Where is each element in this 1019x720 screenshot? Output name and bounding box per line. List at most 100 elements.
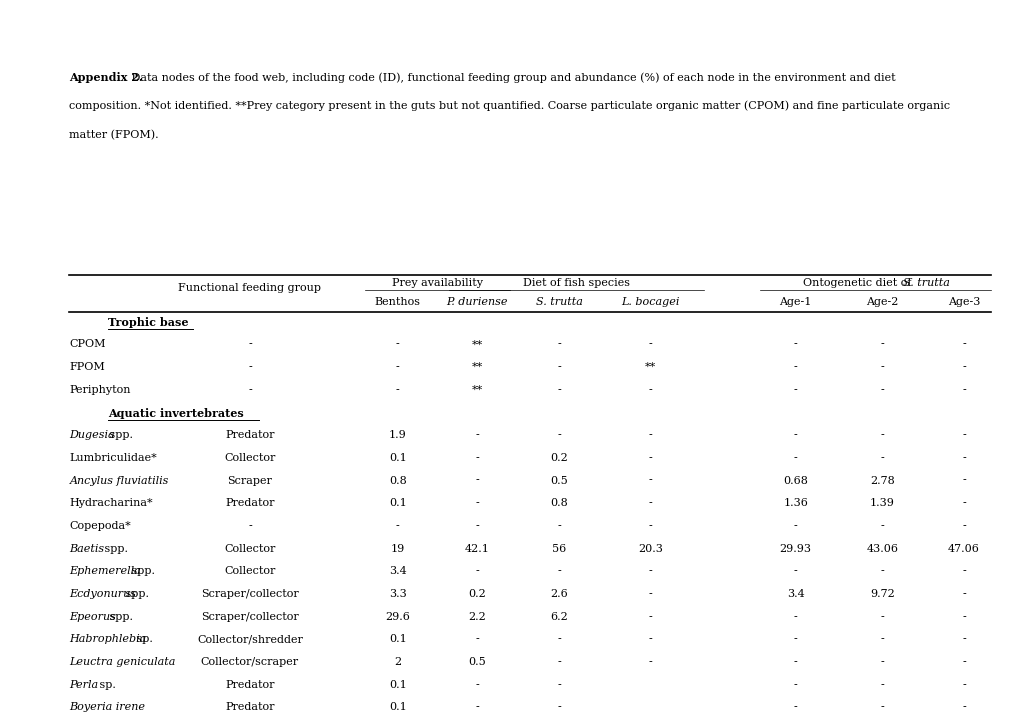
Text: -: - (648, 475, 652, 485)
Text: Habrophlebia: Habrophlebia (69, 634, 147, 644)
Text: -: - (879, 430, 883, 440)
Text: 0.1: 0.1 (388, 680, 407, 690)
Text: Hydracharina*: Hydracharina* (69, 498, 153, 508)
Text: 0.1: 0.1 (388, 498, 407, 508)
Text: 9.72: 9.72 (869, 589, 894, 599)
Text: -: - (475, 680, 479, 690)
Text: Predator: Predator (225, 430, 274, 440)
Text: 29.93: 29.93 (779, 544, 811, 554)
Text: -: - (961, 384, 965, 395)
Text: -: - (961, 362, 965, 372)
Text: -: - (248, 340, 252, 349)
Text: 3.3: 3.3 (388, 589, 407, 599)
Text: Scraper/collector: Scraper/collector (201, 589, 299, 599)
Text: Collector/shredder: Collector/shredder (197, 634, 303, 644)
Text: 2.6: 2.6 (549, 589, 568, 599)
Text: -: - (248, 384, 252, 395)
Text: 1.9: 1.9 (388, 430, 407, 440)
Text: 0.5: 0.5 (468, 657, 486, 667)
Text: -: - (961, 589, 965, 599)
Text: Leuctra geniculata: Leuctra geniculata (69, 657, 175, 667)
Text: -: - (793, 611, 797, 621)
Text: -: - (961, 430, 965, 440)
Text: -: - (793, 384, 797, 395)
Text: Lumbriculidae*: Lumbriculidae* (69, 453, 157, 463)
Text: -: - (648, 566, 652, 576)
Text: -: - (648, 498, 652, 508)
Text: -: - (961, 340, 965, 349)
Text: -: - (395, 384, 399, 395)
Text: Trophic base: Trophic base (108, 317, 189, 328)
Text: Collector: Collector (224, 453, 275, 463)
Text: Perla: Perla (69, 680, 99, 690)
Text: sp.: sp. (96, 680, 115, 690)
Text: **: ** (471, 362, 483, 372)
Text: -: - (961, 634, 965, 644)
Text: Boyeria irene: Boyeria irene (69, 702, 146, 712)
Text: 3.4: 3.4 (786, 589, 804, 599)
Text: Predator: Predator (225, 498, 274, 508)
Text: composition. *Not identified. **Prey category present in the guts but not quanti: composition. *Not identified. **Prey cat… (69, 101, 950, 112)
Text: spp.: spp. (127, 566, 155, 576)
Text: P. duriense: P. duriense (446, 297, 507, 307)
Text: -: - (961, 702, 965, 712)
Text: FPOM: FPOM (69, 362, 105, 372)
Text: spp.: spp. (106, 430, 133, 440)
Text: Age-1: Age-1 (779, 297, 811, 307)
Text: -: - (879, 657, 883, 667)
Text: 1.36: 1.36 (783, 498, 807, 508)
Text: -: - (648, 340, 652, 349)
Text: 3.4: 3.4 (388, 566, 407, 576)
Text: -: - (556, 430, 560, 440)
Text: -: - (648, 521, 652, 531)
Text: -: - (556, 362, 560, 372)
Text: Predator: Predator (225, 680, 274, 690)
Text: 0.5: 0.5 (549, 475, 568, 485)
Text: -: - (961, 453, 965, 463)
Text: -: - (879, 384, 883, 395)
Text: -: - (648, 430, 652, 440)
Text: 1.39: 1.39 (869, 498, 894, 508)
Text: -: - (248, 521, 252, 531)
Text: Copepoda*: Copepoda* (69, 521, 131, 531)
Text: -: - (793, 362, 797, 372)
Text: Ephemerella: Ephemerella (69, 566, 141, 576)
Text: 2.78: 2.78 (869, 475, 894, 485)
Text: 2: 2 (394, 657, 400, 667)
Text: Ontogenetic diet of: Ontogenetic diet of (803, 278, 915, 288)
Text: -: - (961, 521, 965, 531)
Text: -: - (475, 498, 479, 508)
Text: CPOM: CPOM (69, 340, 106, 349)
Text: L. bocagei: L. bocagei (621, 297, 680, 307)
Text: **: ** (471, 384, 483, 395)
Text: -: - (395, 521, 399, 531)
Text: -: - (879, 702, 883, 712)
Text: -: - (961, 498, 965, 508)
Text: Baetis: Baetis (69, 544, 104, 554)
Text: Diet of fish species: Diet of fish species (523, 278, 629, 288)
Text: 56: 56 (551, 544, 566, 554)
Text: -: - (793, 634, 797, 644)
Text: -: - (961, 657, 965, 667)
Text: -: - (648, 657, 652, 667)
Text: -: - (475, 430, 479, 440)
Text: -: - (556, 340, 560, 349)
Text: -: - (248, 362, 252, 372)
Text: Epeorus: Epeorus (69, 611, 116, 621)
Text: -: - (793, 702, 797, 712)
Text: 0.1: 0.1 (388, 453, 407, 463)
Text: 20.3: 20.3 (638, 544, 662, 554)
Text: spp.: spp. (122, 589, 149, 599)
Text: 42.1: 42.1 (465, 544, 489, 554)
Text: Benthos: Benthos (374, 297, 421, 307)
Text: -: - (556, 384, 560, 395)
Text: Data nodes of the food web, including code (ID), functional feeding group and ab: Data nodes of the food web, including co… (128, 72, 895, 83)
Text: Predator: Predator (225, 702, 274, 712)
Text: -: - (475, 702, 479, 712)
Text: -: - (475, 453, 479, 463)
Text: Periphyton: Periphyton (69, 384, 130, 395)
Text: -: - (648, 453, 652, 463)
Text: S. trutta: S. trutta (535, 297, 582, 307)
Text: Scraper: Scraper (227, 475, 272, 485)
Text: Scraper/collector: Scraper/collector (201, 611, 299, 621)
